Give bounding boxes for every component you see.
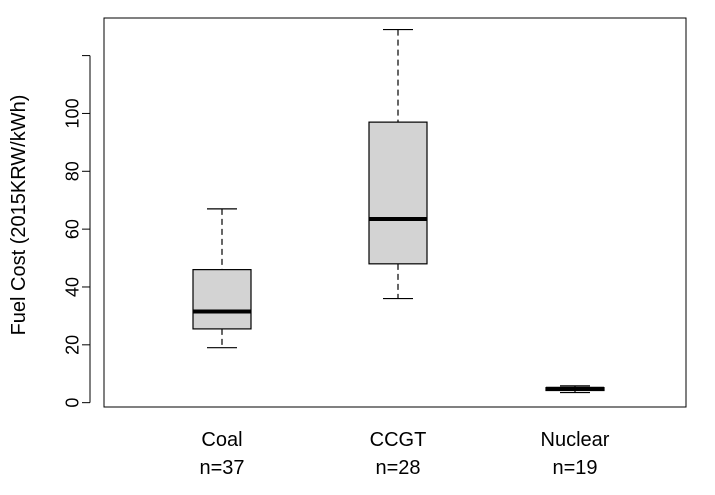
y-axis: 0 20 40 60 80 100 (62, 55, 91, 408)
box-ccgt (368, 28, 428, 300)
y-tick-label: 100 (62, 98, 82, 128)
x-count-label: n=37 (199, 457, 244, 479)
box-nuclear (545, 385, 605, 394)
iqr-box (192, 269, 252, 330)
x-axis-labels: Coal n=37 CCGT n=28 Nuclear n=19 (199, 429, 609, 479)
x-count-label: n=19 (552, 457, 597, 479)
y-tick-label: 0 (62, 398, 82, 408)
y-tick-label: 80 (62, 161, 82, 181)
x-category-label: Nuclear (541, 429, 610, 451)
plot-frame (103, 17, 687, 408)
box-coal (192, 208, 252, 349)
y-axis-title: Fuel Cost (2015KRW/kWh) (8, 95, 30, 336)
boxes (192, 28, 605, 394)
iqr-box (368, 121, 428, 265)
y-tick-label: 20 (62, 335, 82, 355)
x-category-label: CCGT (370, 429, 427, 451)
x-category-label: Coal (201, 429, 242, 451)
y-tick-label: 40 (62, 277, 82, 297)
x-count-label: n=28 (375, 457, 420, 479)
y-tick-label: 60 (62, 219, 82, 239)
